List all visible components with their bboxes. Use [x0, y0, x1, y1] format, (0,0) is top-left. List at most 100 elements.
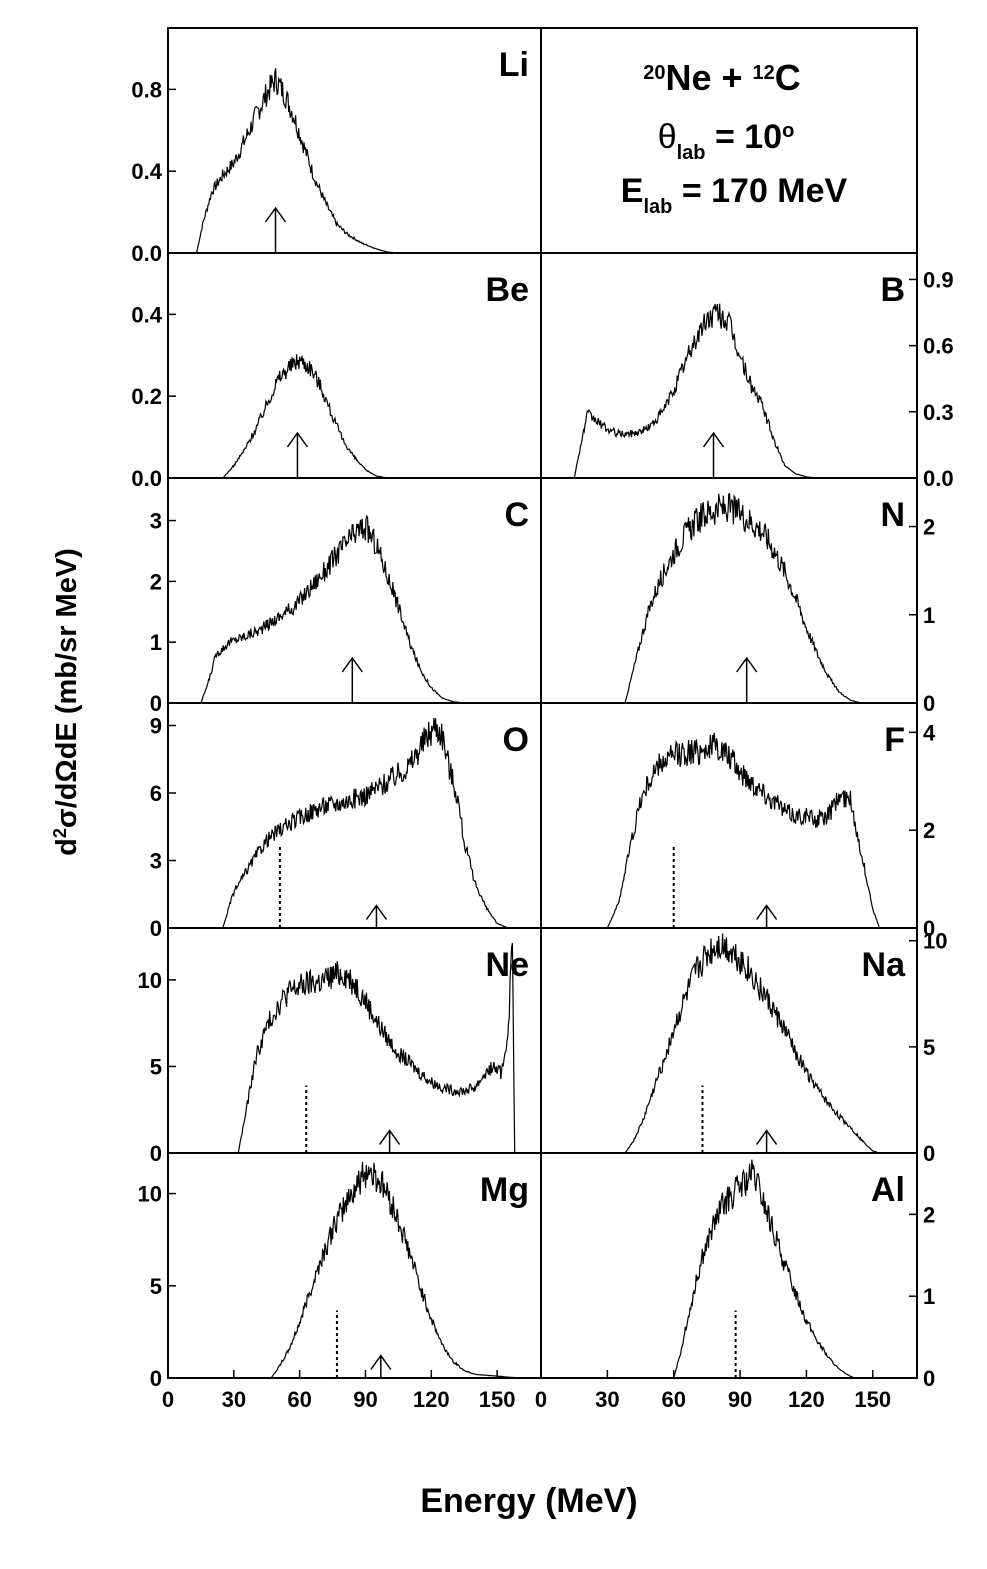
panel-frame: [167, 477, 542, 704]
y-tick-label: 0.2: [131, 384, 162, 409]
y-tick-label: 0: [923, 916, 935, 941]
spectrum-series: [673, 1159, 856, 1379]
y-tick-label: 3: [150, 849, 162, 874]
x-tick-label: 60: [287, 1387, 311, 1412]
y-tick-label: 0.4: [131, 302, 162, 327]
y-tick-label: 0: [150, 916, 162, 941]
element-label: Al: [871, 1171, 905, 1209]
x-tick-label: 60: [661, 1387, 685, 1412]
reaction-info: 20Ne + 12C θlab = 10o Elab = 170 MeV: [621, 57, 848, 218]
element-label: O: [503, 721, 529, 759]
spectrum-series: [573, 303, 818, 479]
element-label: Mg: [480, 1171, 529, 1209]
y-tick-label: 0.8: [131, 77, 162, 102]
element-label: F: [884, 721, 905, 759]
element-label: N: [880, 496, 905, 534]
arrow-marker: [755, 904, 778, 928]
y-tick-label: 3: [150, 509, 162, 534]
panel-al: Al 0 1 2: [540, 1152, 935, 1391]
y-tick-label: 10: [138, 968, 162, 993]
y-tick-label: 0: [923, 1141, 935, 1166]
y-tick-label: 0: [150, 1141, 162, 1166]
arrow-marker: [378, 1129, 401, 1153]
y-tick-label: 1: [923, 603, 935, 628]
y-tick-label: 2: [923, 1202, 935, 1227]
x-tick-label: 120: [413, 1387, 450, 1412]
x-axis-ticks: 0 30 60 90 120 150 0 30 60 90 120 150: [162, 1370, 891, 1412]
y-tick-label: 10: [923, 929, 947, 954]
x-tick-label: 150: [479, 1387, 516, 1412]
arrow-marker: [755, 1129, 778, 1153]
arrow-marker: [264, 206, 287, 253]
y-tick-label: 0: [923, 1366, 935, 1391]
x-tick-label: 30: [595, 1387, 619, 1412]
y-tick-label: 0.0: [131, 466, 162, 491]
element-label: Li: [499, 46, 529, 84]
y-tick-label: 2: [923, 818, 935, 843]
panel-c: C 0 1 2 3: [150, 477, 542, 716]
y-tick-label: 0.4: [131, 159, 162, 184]
y-tick-label: 0.3: [923, 400, 954, 425]
element-label: C: [504, 496, 529, 534]
x-tick-label: 120: [788, 1387, 825, 1412]
spectrum-series: [270, 1161, 519, 1379]
y-tick-label: 6: [150, 781, 162, 806]
angle-line: θlab = 10o: [658, 118, 795, 164]
x-axis-title: Energy (MeV): [420, 1482, 637, 1520]
element-label: Be: [486, 271, 529, 309]
y-tick-label: 0: [923, 691, 935, 716]
y-tick-label: 0: [150, 691, 162, 716]
panel-frame: [167, 702, 542, 929]
y-tick-label: 0: [150, 1366, 162, 1391]
reaction-line: 20Ne + 12C: [643, 57, 801, 98]
panel-mg: Mg 0 5 10: [138, 1152, 542, 1391]
panel-frame: [540, 1152, 918, 1379]
y-tick-label: 2: [150, 569, 162, 594]
x-tick-label: 0: [162, 1387, 174, 1412]
panels-group: Li 0.0 0.4 0.8 Be 0.0 0.2 0.4 B 0.0 0.3 0.6 0.9 C 0 1 2 3…: [131, 27, 954, 1391]
y-tick-label: 9: [150, 714, 162, 739]
x-tick-label: 150: [854, 1387, 891, 1412]
spectrum-series: [624, 492, 862, 704]
panel-li: Li 0.0 0.4 0.8: [131, 27, 542, 266]
element-label: Ne: [486, 946, 529, 984]
panel-frame: [540, 477, 918, 704]
spectrum-series: [195, 68, 398, 254]
x-tick-label: 90: [728, 1387, 752, 1412]
y-tick-label: 10: [138, 1182, 162, 1207]
y-tick-label: 5: [923, 1035, 935, 1060]
panel-b: B 0.0 0.3 0.6 0.9: [540, 252, 954, 491]
energy-line: Elab = 170 MeV: [621, 172, 848, 218]
panel-n: N 0 1 2: [540, 477, 935, 716]
element-label: B: [880, 271, 905, 309]
arrow-marker: [702, 431, 725, 478]
spectrum-series: [606, 732, 880, 929]
panel-na: Na 0 5 10: [540, 927, 947, 1166]
x-tick-label: 0: [535, 1387, 547, 1412]
panel-f: F 0 2 4: [540, 702, 936, 941]
y-tick-label: 1: [923, 1284, 935, 1309]
arrow-marker: [370, 1354, 392, 1378]
y-axis-title: d2σ/dΩdE (mb/sr MeV): [50, 548, 83, 856]
panel-be: Be 0.0 0.2 0.4: [131, 252, 542, 491]
spectrum-series: [222, 354, 388, 479]
y-tick-label: 5: [150, 1274, 162, 1299]
spectrum-series: [222, 717, 509, 929]
y-tick-label: 0.6: [923, 334, 954, 359]
panel-ne: Ne 0 5 10: [138, 927, 542, 1166]
element-label: Na: [862, 946, 907, 984]
arrow-marker: [736, 656, 758, 703]
y-tick-label: 4: [923, 720, 936, 745]
y-tick-label: 2: [923, 515, 935, 540]
x-tick-label: 30: [222, 1387, 246, 1412]
spectrum-series: [237, 942, 516, 1154]
spectrum-series: [624, 933, 880, 1154]
y-tick-label: 1: [150, 630, 162, 655]
panel-frame: [540, 702, 918, 929]
arrow-marker: [286, 431, 309, 478]
y-tick-label: 0.0: [923, 466, 954, 491]
panel-frame: [540, 252, 918, 479]
x-tick-label: 90: [353, 1387, 377, 1412]
panel-o: O 0 3 6 9: [150, 702, 542, 941]
